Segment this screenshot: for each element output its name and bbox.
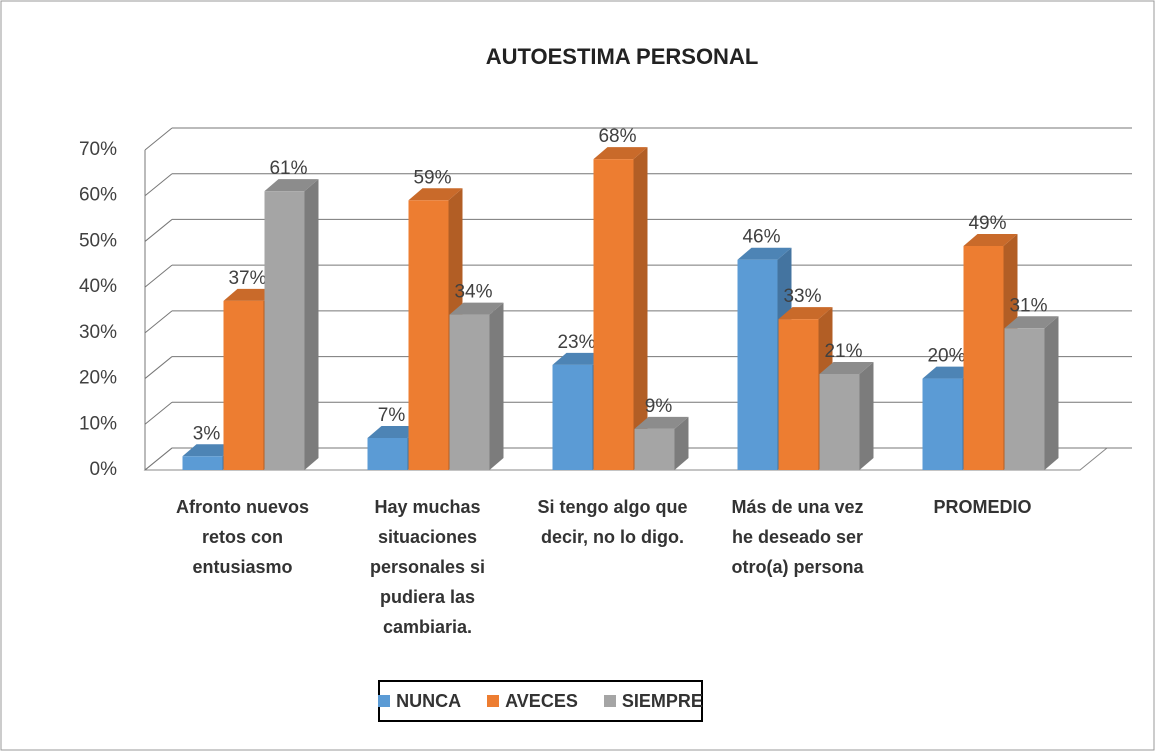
chart-title: AUTOESTIMA PERSONAL bbox=[486, 44, 759, 69]
grid-line-side bbox=[144, 127, 173, 151]
legend-label: AVECES bbox=[505, 690, 578, 711]
bar bbox=[182, 456, 223, 470]
bar bbox=[264, 191, 305, 470]
grid-line-side bbox=[144, 264, 173, 288]
value-label: 9% bbox=[645, 396, 673, 417]
bar bbox=[819, 374, 860, 470]
bar-top bbox=[264, 179, 319, 192]
legend-swatch bbox=[378, 695, 391, 707]
x-tick-label: Más de una vez he deseado ser otro(a) pe… bbox=[731, 497, 864, 577]
bar bbox=[737, 259, 778, 470]
bar-top bbox=[593, 147, 648, 160]
y-tick-label: 50% bbox=[79, 230, 117, 251]
bar-side bbox=[304, 179, 319, 470]
bar bbox=[449, 314, 490, 470]
value-label: 49% bbox=[968, 213, 1006, 234]
bar-top bbox=[963, 234, 1018, 246]
bar-top bbox=[182, 444, 237, 457]
bar-top bbox=[922, 366, 977, 379]
grid-line-side bbox=[144, 401, 173, 425]
grid-line-side bbox=[144, 310, 173, 334]
bar-top bbox=[737, 247, 792, 260]
x-tick-label: Afronto nuevos retos con entusiasmo bbox=[176, 497, 309, 577]
bar bbox=[963, 246, 1004, 470]
x-tick-label: Si tengo algo que decir, no lo digo. bbox=[537, 497, 688, 547]
value-label: 68% bbox=[598, 126, 636, 147]
legend-label: NUNCA bbox=[396, 690, 462, 711]
value-label: 7% bbox=[378, 405, 406, 426]
grid-line-side bbox=[144, 356, 173, 379]
value-label: 46% bbox=[742, 227, 780, 248]
bar bbox=[223, 300, 264, 470]
bar bbox=[408, 200, 449, 471]
bar-side bbox=[674, 416, 689, 470]
legend-swatch bbox=[603, 695, 616, 707]
bar-top bbox=[552, 352, 607, 365]
bar-top bbox=[408, 188, 463, 201]
value-label: 33% bbox=[783, 286, 821, 307]
bar bbox=[1004, 328, 1045, 470]
bar-side bbox=[859, 362, 874, 470]
legend-item: SIEMPRE bbox=[603, 690, 703, 712]
bar bbox=[552, 364, 593, 470]
y-tick-label: 30% bbox=[79, 322, 117, 343]
bar-top bbox=[367, 426, 422, 438]
bar-side bbox=[489, 302, 504, 470]
y-tick-label: 40% bbox=[79, 276, 117, 297]
y-tick-label: 0% bbox=[90, 459, 118, 480]
bar-top bbox=[819, 362, 874, 374]
bar bbox=[634, 428, 675, 470]
y-tick-label: 60% bbox=[79, 185, 117, 206]
y-tick-label: 20% bbox=[79, 368, 117, 389]
bar-side bbox=[1044, 316, 1059, 470]
grid-line-side bbox=[144, 173, 173, 197]
legend-swatch bbox=[487, 695, 500, 707]
y-tick-label: 70% bbox=[79, 139, 117, 160]
y-tick-label: 10% bbox=[79, 413, 117, 434]
bar-top bbox=[634, 416, 689, 429]
x-tick-label: PROMEDIO bbox=[933, 497, 1032, 517]
bar-side bbox=[633, 147, 648, 470]
bar-top bbox=[449, 302, 504, 315]
grid-line-side bbox=[144, 447, 173, 471]
legend-item: NUNCA bbox=[378, 691, 461, 712]
bar-top bbox=[1004, 316, 1059, 329]
bar bbox=[593, 159, 634, 470]
x-tick-label: Hay muchas situaciones personales si pud… bbox=[369, 497, 486, 637]
value-label: 61% bbox=[269, 158, 307, 179]
value-label: 59% bbox=[413, 167, 451, 188]
value-label: 31% bbox=[1009, 295, 1047, 316]
bar bbox=[778, 319, 819, 470]
bar-top bbox=[778, 307, 833, 320]
bar bbox=[367, 438, 408, 470]
legend-item: AVECES bbox=[487, 691, 578, 712]
bar bbox=[922, 378, 963, 470]
value-label: 3% bbox=[193, 423, 221, 444]
value-label: 23% bbox=[557, 332, 595, 353]
value-label: 21% bbox=[824, 341, 862, 362]
value-label: 20% bbox=[927, 346, 965, 367]
grid-line-side bbox=[144, 219, 173, 242]
value-label: 37% bbox=[228, 268, 266, 289]
value-label: 34% bbox=[454, 282, 492, 303]
legend-label: SIEMPRE bbox=[621, 690, 703, 711]
bar-top bbox=[223, 288, 278, 301]
legend: NUNCA AVECES SIEMPRE bbox=[378, 680, 703, 722]
